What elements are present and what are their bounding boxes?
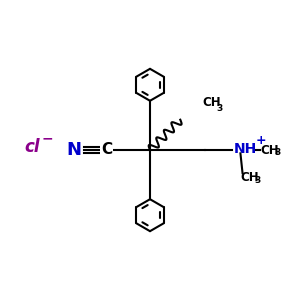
Text: +: +: [255, 134, 266, 147]
Text: CH: CH: [260, 143, 279, 157]
Text: 3: 3: [254, 176, 261, 185]
Text: CH: CH: [240, 171, 259, 184]
Text: 3: 3: [274, 148, 280, 158]
Text: cl: cl: [24, 138, 40, 156]
Text: NH: NH: [234, 142, 257, 156]
Text: C: C: [101, 142, 112, 158]
Text: CH: CH: [202, 96, 221, 109]
Text: 3: 3: [216, 103, 222, 112]
Text: −: −: [41, 132, 53, 145]
Text: N: N: [67, 141, 82, 159]
